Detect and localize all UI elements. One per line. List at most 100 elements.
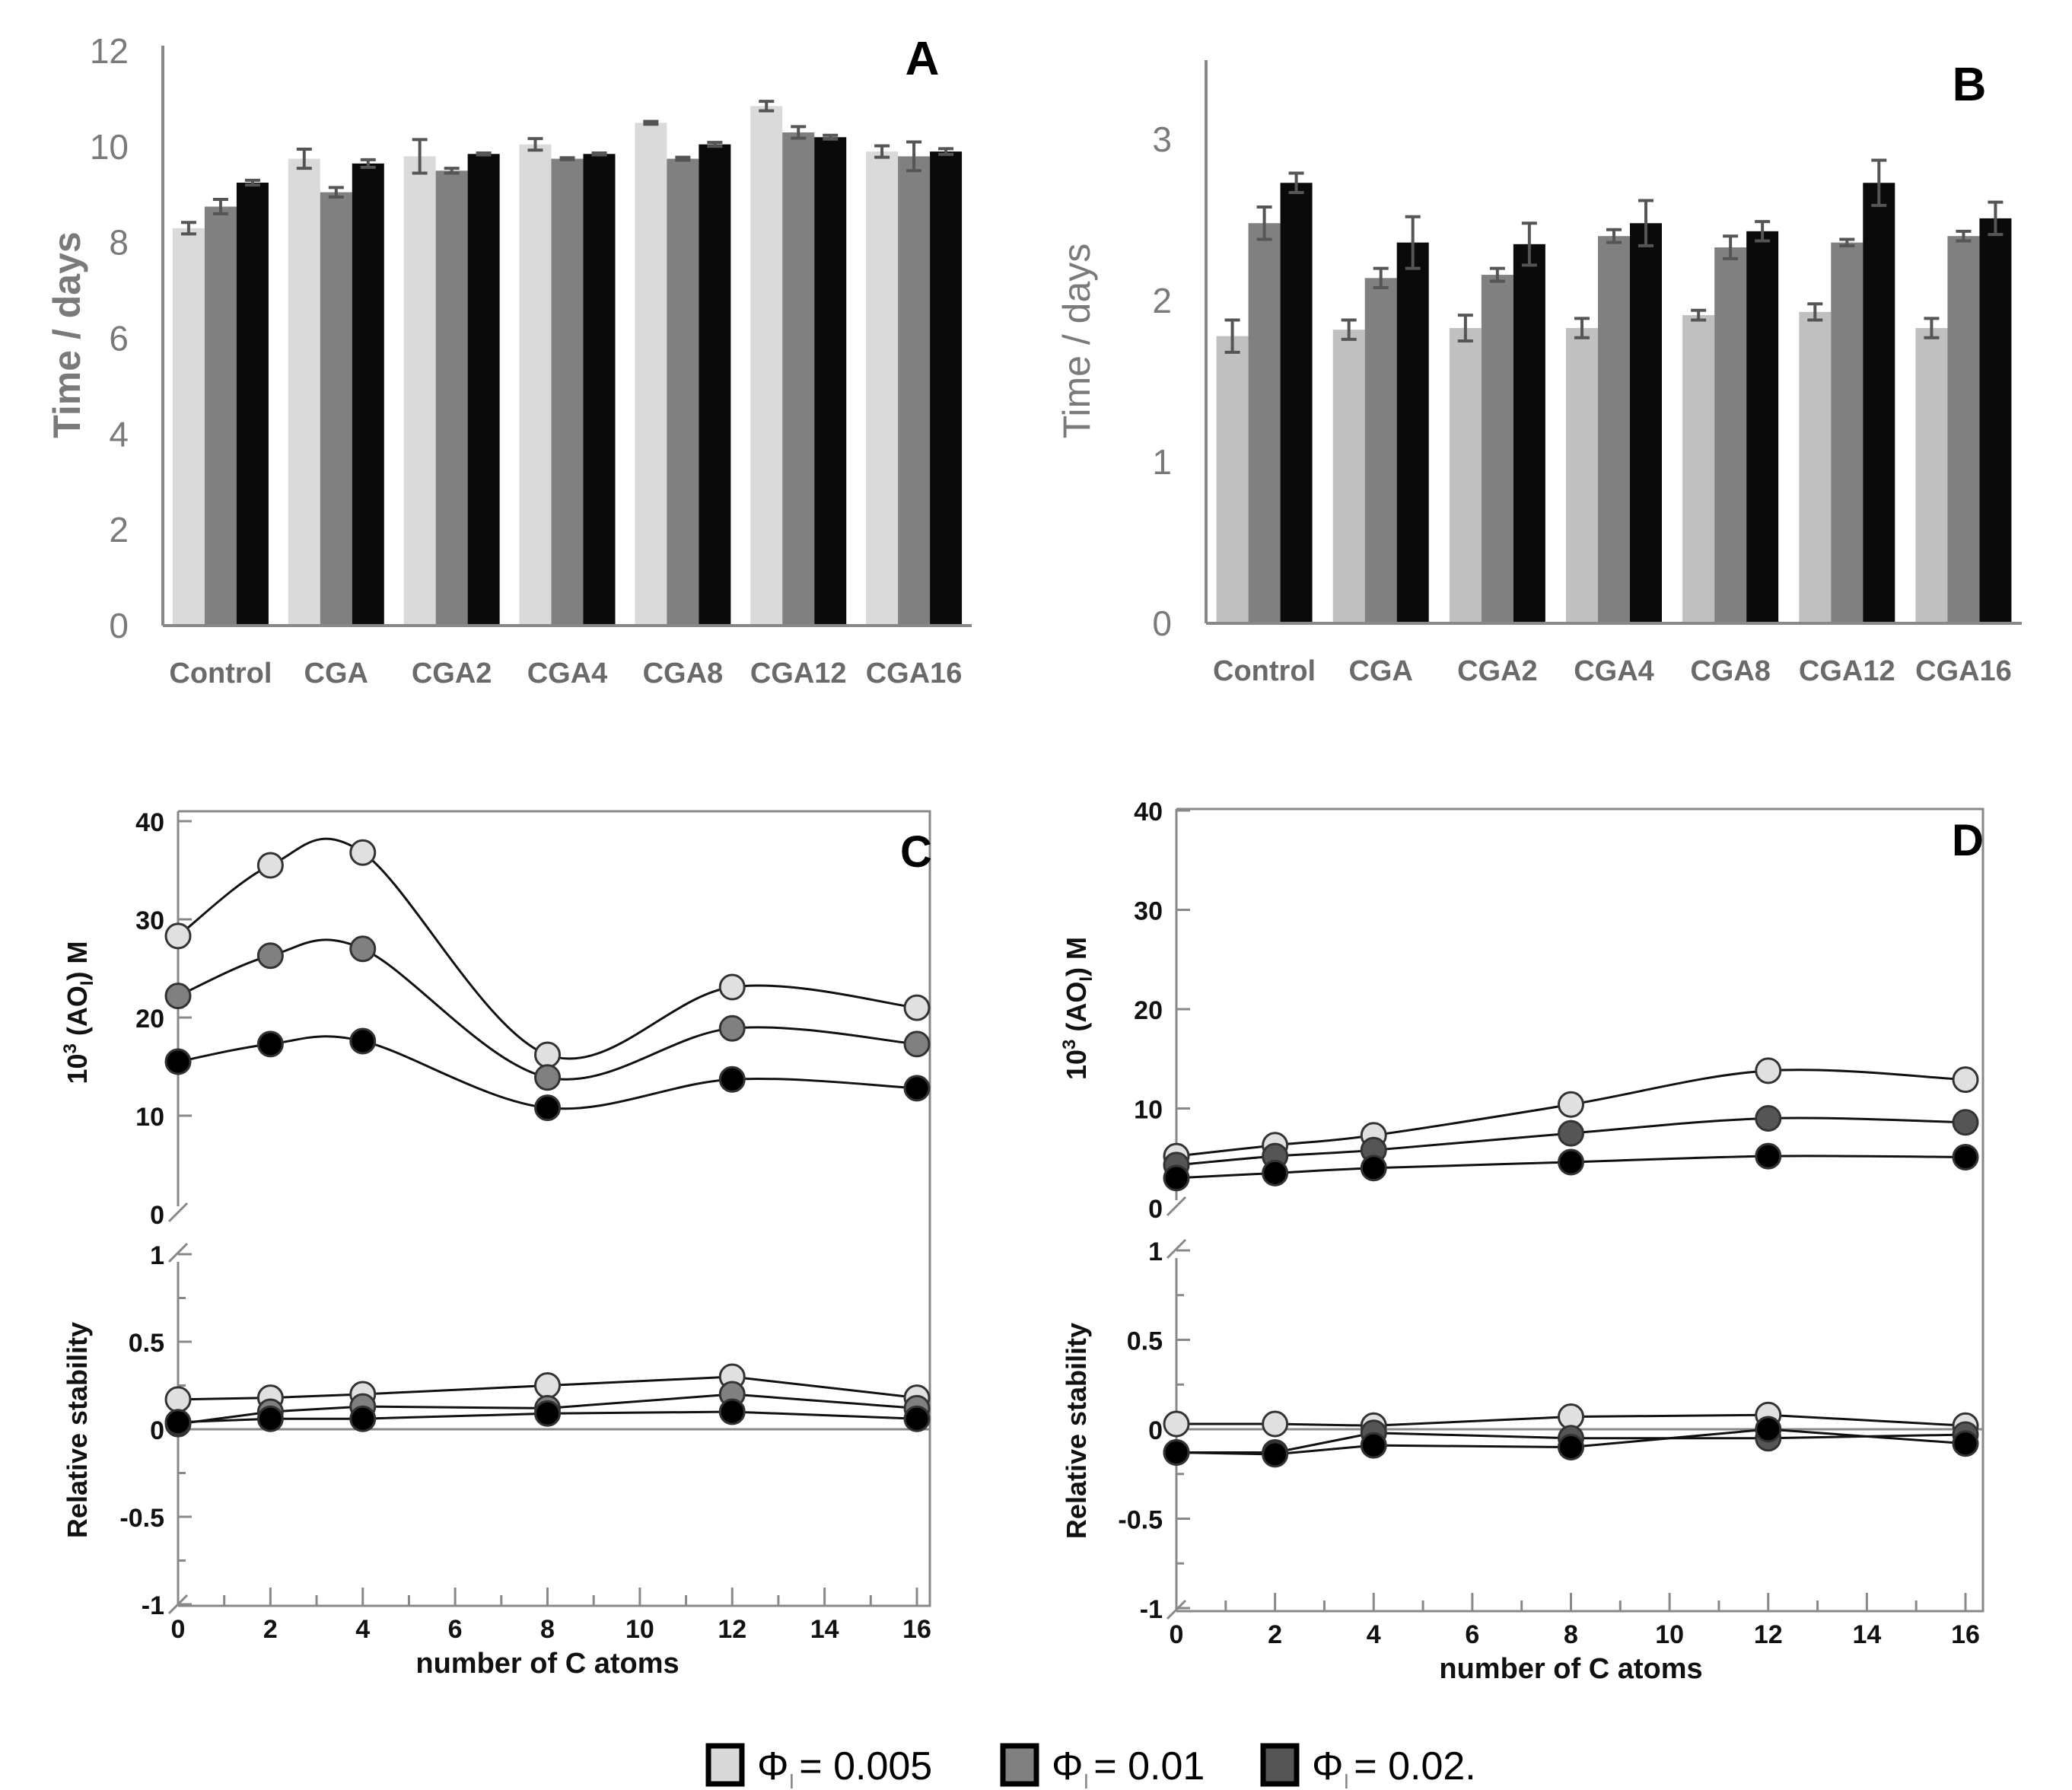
bar xyxy=(204,206,237,626)
bar xyxy=(1863,183,1895,624)
panel-label: C xyxy=(900,827,932,877)
x-tick-label: CGA2 xyxy=(412,658,492,690)
data-point xyxy=(534,1400,561,1427)
data-point xyxy=(164,983,192,1010)
x-tick-label: 4 xyxy=(1367,1620,1381,1649)
data-point xyxy=(534,1094,561,1122)
panel-b-bar-chart: 0 1 2 3 Control CGA CGA2 CGA4 CGA8 CGA12 CGA16 Time… xyxy=(1055,59,2022,687)
y-tick-label: 30 xyxy=(1134,897,1163,926)
y-tick-label: 0 xyxy=(109,606,129,645)
error-bar xyxy=(1839,237,1855,247)
data-point xyxy=(256,942,284,970)
error-bar xyxy=(1256,205,1272,241)
error-bar xyxy=(1574,317,1590,339)
legend-item: ΦI = 0.01 xyxy=(1000,1743,1205,1790)
y-axis-title-lower: Relative stability xyxy=(62,1322,93,1538)
x-tick-label: CGA16 xyxy=(866,658,963,690)
error-bar xyxy=(675,155,691,162)
x-tick-label: 0 xyxy=(171,1615,186,1644)
data-point xyxy=(1952,1430,1979,1457)
y-tick-label: -0.5 xyxy=(1118,1506,1163,1535)
series-line xyxy=(177,1410,918,1424)
x-tick-label: 8 xyxy=(540,1615,555,1644)
axis-break-mark xyxy=(167,1202,189,1223)
error-bar xyxy=(791,125,807,140)
bar xyxy=(1396,242,1429,623)
bar xyxy=(551,158,584,626)
bar xyxy=(699,144,731,626)
error-bar xyxy=(1521,221,1537,267)
data-point xyxy=(1558,1120,1584,1147)
bar xyxy=(583,154,616,626)
bar xyxy=(667,158,699,626)
y-tick-label: 0 xyxy=(1148,1416,1163,1445)
bar xyxy=(288,158,320,626)
error-bar xyxy=(444,167,460,175)
x-tick-label: CGA12 xyxy=(750,658,847,690)
bar xyxy=(814,137,847,626)
x-tick-label: CGA xyxy=(1348,655,1412,687)
data-point xyxy=(1163,1410,1190,1438)
y-axis-title-part: (AO xyxy=(62,986,93,1043)
legend-symbol: Φ xyxy=(757,1744,789,1788)
bar xyxy=(1682,315,1715,623)
bar xyxy=(236,183,269,626)
data-point xyxy=(534,1064,561,1091)
error-bar xyxy=(759,100,775,113)
data-point xyxy=(1163,1439,1190,1467)
bar xyxy=(172,228,205,626)
panel-a-bar-chart: 0 2 4 6 8 10 12 Control CGA CGA2 CGA4 CGA8 CGA12 CGA1… xyxy=(46,31,972,690)
error-bar xyxy=(1288,171,1304,194)
error-bar xyxy=(591,151,607,157)
panel-label: D xyxy=(1952,816,1984,865)
data-point xyxy=(1755,1105,1782,1132)
x-tick-label: Control xyxy=(169,658,272,690)
y-tick-label: 2 xyxy=(109,510,129,549)
x-tick-label: 6 xyxy=(448,1615,463,1644)
bar xyxy=(1364,278,1397,623)
data-point xyxy=(349,1027,377,1055)
error-bar xyxy=(1457,314,1473,342)
y-axis-title: Time / days xyxy=(1055,244,1098,439)
axis-break-mark xyxy=(1166,1196,1187,1217)
error-bar xyxy=(874,144,890,159)
y-axis-title-part: ) M xyxy=(1061,937,1092,976)
y-axis-title-upper: 103 (AOI) M xyxy=(60,941,97,1084)
bar xyxy=(352,163,384,626)
y-axis-title-part: (AO xyxy=(1061,982,1092,1040)
y-tick-label: 0 xyxy=(1152,604,1172,643)
y-tick-label: 1 xyxy=(1152,442,1172,482)
bar xyxy=(1746,231,1779,624)
x-tick-label: CGA8 xyxy=(643,658,724,690)
error-bar xyxy=(1691,308,1707,322)
series-line xyxy=(177,1375,918,1401)
x-tick-label: CGA16 xyxy=(1915,655,2012,687)
y-tick-label: 2 xyxy=(1152,281,1172,320)
error-bar xyxy=(938,147,954,156)
x-tick-label: 8 xyxy=(1564,1620,1578,1649)
data-point xyxy=(256,1030,284,1058)
error-bar xyxy=(1924,317,1940,339)
legend-symbol: Φ xyxy=(1312,1744,1344,1788)
plot-frame xyxy=(178,810,931,1607)
error-bar xyxy=(1606,228,1622,244)
x-tick-label: CGA2 xyxy=(1457,655,1538,687)
bar xyxy=(866,151,899,626)
data-point xyxy=(164,922,192,950)
x-tick-label: CGA12 xyxy=(1799,655,1895,687)
x-tick-label: 2 xyxy=(1268,1620,1282,1649)
error-bar xyxy=(1224,318,1240,354)
error-bar xyxy=(360,158,376,169)
error-bar xyxy=(1956,229,1972,243)
error-bar xyxy=(1489,266,1505,283)
data-point xyxy=(349,839,377,866)
error-bar xyxy=(1341,318,1357,341)
x-tick-label: CGA4 xyxy=(1574,655,1654,687)
data-point xyxy=(164,1048,192,1075)
y-tick-label: -0.5 xyxy=(119,1504,164,1533)
y-axis-title-part: 3 xyxy=(1059,1040,1080,1049)
bar xyxy=(1947,236,1980,623)
legend-label: ΦI = 0.01 xyxy=(1052,1744,1205,1790)
y-tick-label: 4 xyxy=(109,414,129,454)
